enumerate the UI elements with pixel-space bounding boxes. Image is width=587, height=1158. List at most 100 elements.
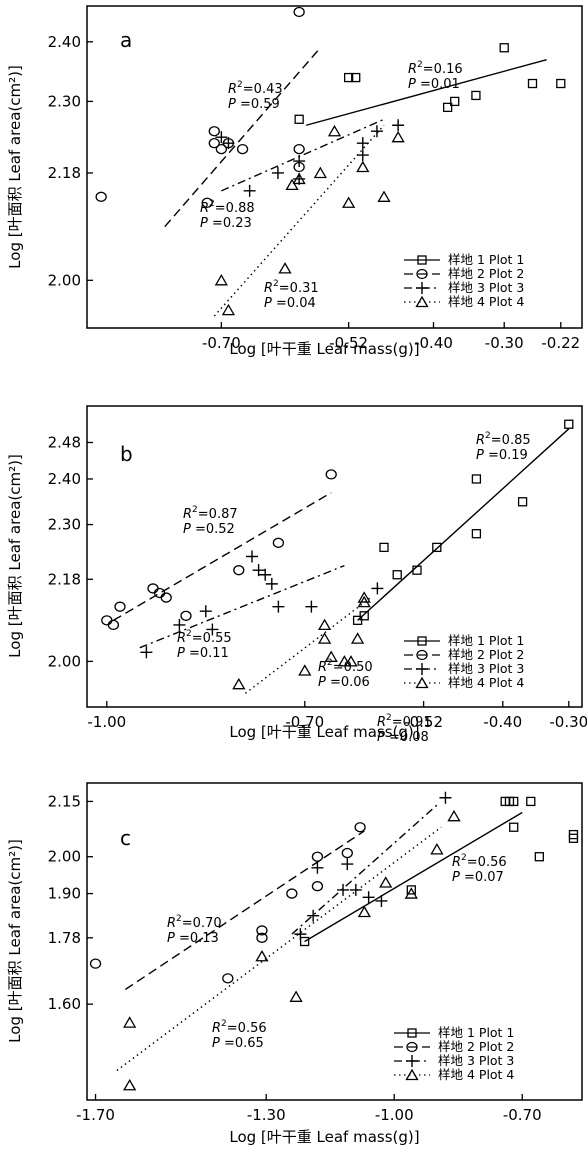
r2-annotation: R2=0.87 — [183, 505, 238, 522]
series-plot-1: R2=0.85P =0.19 — [352, 419, 574, 625]
r2-annotation: R2=0.31 — [264, 279, 319, 296]
data-point — [215, 143, 228, 155]
data-point — [392, 570, 402, 580]
series-plot-4: R2=0.56P =0.65 — [116, 809, 461, 1091]
data-point — [317, 632, 332, 644]
legend-marker — [415, 295, 429, 308]
data-point — [243, 184, 256, 197]
data-point — [311, 881, 324, 892]
p-annotation: P =0.65 — [212, 1036, 264, 1051]
series-plot-1: R2=0.16P =0.01 — [294, 43, 566, 126]
data-point — [439, 791, 452, 804]
legend-label: 样地 4 Plot 4 — [438, 1067, 514, 1082]
legend-label: 样地 1 Plot 1 — [448, 633, 524, 648]
data-point — [351, 72, 361, 83]
legend-marker — [416, 282, 428, 294]
data-point — [298, 664, 312, 676]
r2-annotation: R2=0.56 — [212, 1019, 267, 1036]
data-point — [447, 809, 461, 822]
data-point — [357, 905, 371, 918]
legend-entry: 样地 1 Plot 1 — [404, 633, 524, 648]
data-point — [349, 883, 362, 896]
y-axis-label: Log [叶面积 Leaf area(cm²)] — [6, 839, 24, 1043]
series-plot-3: R2=0.55P =0.11 — [139, 550, 384, 661]
p-annotation: P =0.11 — [177, 646, 229, 661]
fit-line — [113, 492, 332, 621]
legend-entry: 样地 2 Plot 2 — [394, 1039, 514, 1054]
data-point — [272, 600, 285, 613]
panel-label: b — [120, 442, 133, 466]
legend-entry: 样地 4 Plot 4 — [404, 675, 524, 690]
series-plot-2: R2=0.70P =0.13 — [89, 822, 366, 991]
legend-marker — [415, 676, 429, 689]
data-point — [222, 973, 234, 984]
data-point — [114, 601, 126, 612]
legend-label: 样地 3 Plot 3 — [448, 661, 524, 676]
data-point — [526, 796, 536, 807]
data-point — [101, 615, 113, 626]
data-point — [311, 851, 324, 862]
data-point — [292, 172, 306, 185]
data-point — [556, 78, 566, 89]
data-point — [379, 542, 389, 553]
data-point — [356, 160, 370, 173]
data-point — [377, 190, 391, 202]
plot-frame — [86, 5, 583, 329]
data-point — [294, 928, 307, 941]
data-point — [147, 583, 159, 594]
legend-label: 样地 3 Plot 3 — [448, 280, 524, 295]
r2-annotation: R2=0.91 — [377, 713, 432, 730]
y-tick-label: 2.30 — [48, 92, 81, 110]
data-point — [233, 565, 245, 576]
data-point — [341, 858, 354, 871]
y-tick-label: 2.18 — [48, 164, 81, 182]
legend-entry: 样地 3 Plot 3 — [404, 280, 524, 295]
legend-label: 样地 3 Plot 3 — [438, 1053, 514, 1068]
x-tick-label: -1.70 — [76, 1106, 115, 1124]
data-point — [471, 474, 482, 484]
legend-entry: 样地 1 Plot 1 — [394, 1025, 514, 1040]
legend-marker — [406, 1041, 418, 1053]
data-point — [265, 577, 278, 590]
data-point — [371, 582, 384, 595]
data-point — [199, 605, 212, 618]
legend-entry: 样地 3 Plot 3 — [404, 661, 524, 676]
data-point — [173, 618, 186, 631]
p-annotation: P =0.04 — [264, 296, 316, 311]
data-point — [252, 564, 265, 577]
legend-label: 样地 4 Plot 4 — [448, 675, 524, 690]
data-point — [509, 822, 519, 832]
panel-label: a — [120, 28, 132, 52]
plot-frame — [86, 782, 583, 1101]
p-annotation: P =0.59 — [228, 97, 280, 112]
data-point — [442, 102, 453, 113]
fit-line — [139, 564, 345, 649]
series-plot-3: R2=0.91P =0.08 — [291, 713, 452, 941]
data-point — [350, 632, 365, 644]
data-point — [337, 655, 352, 667]
data-point — [391, 130, 405, 143]
data-point — [471, 529, 482, 539]
legend-entry: 样地 4 Plot 4 — [404, 294, 524, 309]
data-point — [344, 655, 358, 667]
data-point — [293, 155, 306, 168]
legend-entry: 样地 1 Plot 1 — [404, 252, 524, 267]
r2-annotation: R2=0.55 — [177, 629, 232, 646]
x-axis-label: Log [叶干重 Leaf mass(g)] — [229, 723, 419, 741]
fit-line — [304, 811, 523, 943]
data-point — [450, 96, 460, 107]
data-point — [412, 565, 422, 575]
p-annotation: P =0.52 — [183, 522, 235, 537]
legend-label: 样地 2 Plot 2 — [438, 1039, 514, 1054]
fit-line — [306, 58, 547, 126]
data-point — [317, 618, 332, 631]
r2-annotation: R2=0.56 — [452, 853, 507, 870]
fit-line — [357, 428, 570, 621]
data-point — [256, 925, 268, 936]
data-point — [232, 677, 246, 690]
y-tick-label: 2.30 — [48, 516, 81, 534]
data-point — [305, 600, 318, 613]
series-plot-2: R2=0.87P =0.52 — [101, 469, 337, 631]
fit-line — [116, 826, 442, 1072]
legend-entry: 样地 4 Plot 4 — [394, 1067, 514, 1082]
